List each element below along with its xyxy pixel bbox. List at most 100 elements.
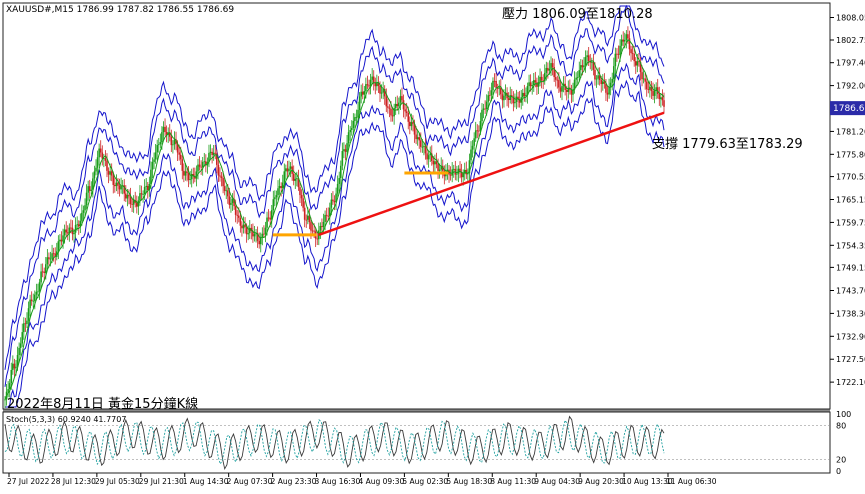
candle-body <box>500 87 502 95</box>
candle-body <box>476 130 479 132</box>
resistance-annotation: 壓力 1806.09至1810.28 <box>502 7 653 22</box>
candle-body <box>529 82 532 87</box>
candle-body <box>639 61 642 73</box>
candle-body <box>542 80 544 82</box>
candle-body <box>398 102 400 107</box>
candle-body <box>77 224 80 227</box>
candle-body <box>321 225 323 228</box>
candle-body <box>214 152 217 154</box>
candle-body <box>402 100 405 110</box>
stochastic-lines <box>4 415 829 471</box>
candle-body <box>416 137 419 140</box>
candle-body <box>459 168 461 173</box>
candle-body <box>62 235 64 242</box>
candle-body <box>587 55 590 62</box>
candle-body <box>490 90 493 96</box>
candle-body <box>394 103 397 109</box>
candle-body <box>650 86 653 92</box>
candle-body <box>605 83 607 93</box>
candle-body <box>504 92 507 96</box>
candle-body <box>49 258 52 260</box>
candle-body <box>98 148 100 158</box>
candle-body <box>54 253 57 257</box>
envelope-bands <box>4 4 665 408</box>
candle-body <box>136 202 138 207</box>
candle-body <box>396 103 399 107</box>
band-lower-outer <box>5 79 665 408</box>
candle-body <box>93 171 96 179</box>
candle-body <box>153 159 155 162</box>
candle-body <box>261 233 264 238</box>
candle-body <box>128 194 130 197</box>
candle-body <box>330 199 333 208</box>
price-tick-label: 1765.15 <box>836 196 865 205</box>
candle-body <box>479 121 482 131</box>
candle-body <box>252 230 254 237</box>
candle-body <box>172 144 174 146</box>
candle-body <box>161 132 163 143</box>
candle-body <box>570 89 573 95</box>
candle-body <box>95 167 97 172</box>
candle-body <box>663 100 665 107</box>
candle-body <box>168 132 171 137</box>
candle-body <box>253 234 256 237</box>
time-tick-label: 10 Aug 13:30 <box>622 477 673 486</box>
candle-body <box>565 89 568 92</box>
candle-body <box>233 198 235 207</box>
candle-body <box>85 192 88 206</box>
candle-body <box>468 160 471 174</box>
candle-body <box>437 164 439 171</box>
candle-body <box>74 225 77 233</box>
candle-body <box>503 95 505 101</box>
candle-body <box>248 227 251 234</box>
price-tick-label: 1775.80 <box>836 150 865 159</box>
candle-body <box>405 111 408 113</box>
candle-body <box>360 91 362 97</box>
candle-body <box>244 224 246 228</box>
current-price-tag: 1786.69 <box>830 101 865 116</box>
candle-body <box>275 195 278 198</box>
candle-body <box>636 61 639 66</box>
candle-body <box>237 215 240 218</box>
candle-body <box>399 96 402 103</box>
candle-body <box>545 67 548 73</box>
candle-body <box>327 215 330 217</box>
candle-body <box>129 196 132 205</box>
candle-body <box>278 186 281 189</box>
candle-body <box>217 164 220 176</box>
candle-body <box>319 225 322 231</box>
candle-body <box>532 80 535 86</box>
price-tick-label: 1797.40 <box>836 59 865 68</box>
price-tick-label: 1792.00 <box>836 82 865 91</box>
candle-body <box>190 173 193 180</box>
candle-body <box>457 168 460 174</box>
candle-body <box>305 219 308 221</box>
candle-body <box>258 240 260 245</box>
candle-body <box>300 195 303 199</box>
candle-body <box>412 122 414 125</box>
candle-body <box>628 38 631 50</box>
candle-body <box>485 101 488 110</box>
price-tick-label: 1770.55 <box>836 173 865 182</box>
candle-body <box>32 300 35 302</box>
candle-body <box>526 86 529 96</box>
candle-body <box>347 132 350 144</box>
candle-body <box>368 85 370 87</box>
candle-body <box>407 112 410 122</box>
candle-body <box>187 173 190 181</box>
stoch-tick-label: 0 <box>836 467 841 476</box>
candle-body <box>517 96 519 100</box>
price-tick-label: 1743.70 <box>836 286 865 295</box>
candle-body <box>239 217 242 226</box>
price-tag-value: 1786.69 <box>833 104 865 114</box>
candle-body <box>561 86 563 92</box>
candle-body <box>219 175 221 177</box>
candle-body <box>55 251 58 257</box>
candle-body <box>567 87 570 92</box>
candle-body <box>176 143 179 153</box>
candle-body <box>175 139 177 144</box>
candle-body <box>493 80 496 82</box>
price-tick-label: 1722.10 <box>836 378 865 387</box>
